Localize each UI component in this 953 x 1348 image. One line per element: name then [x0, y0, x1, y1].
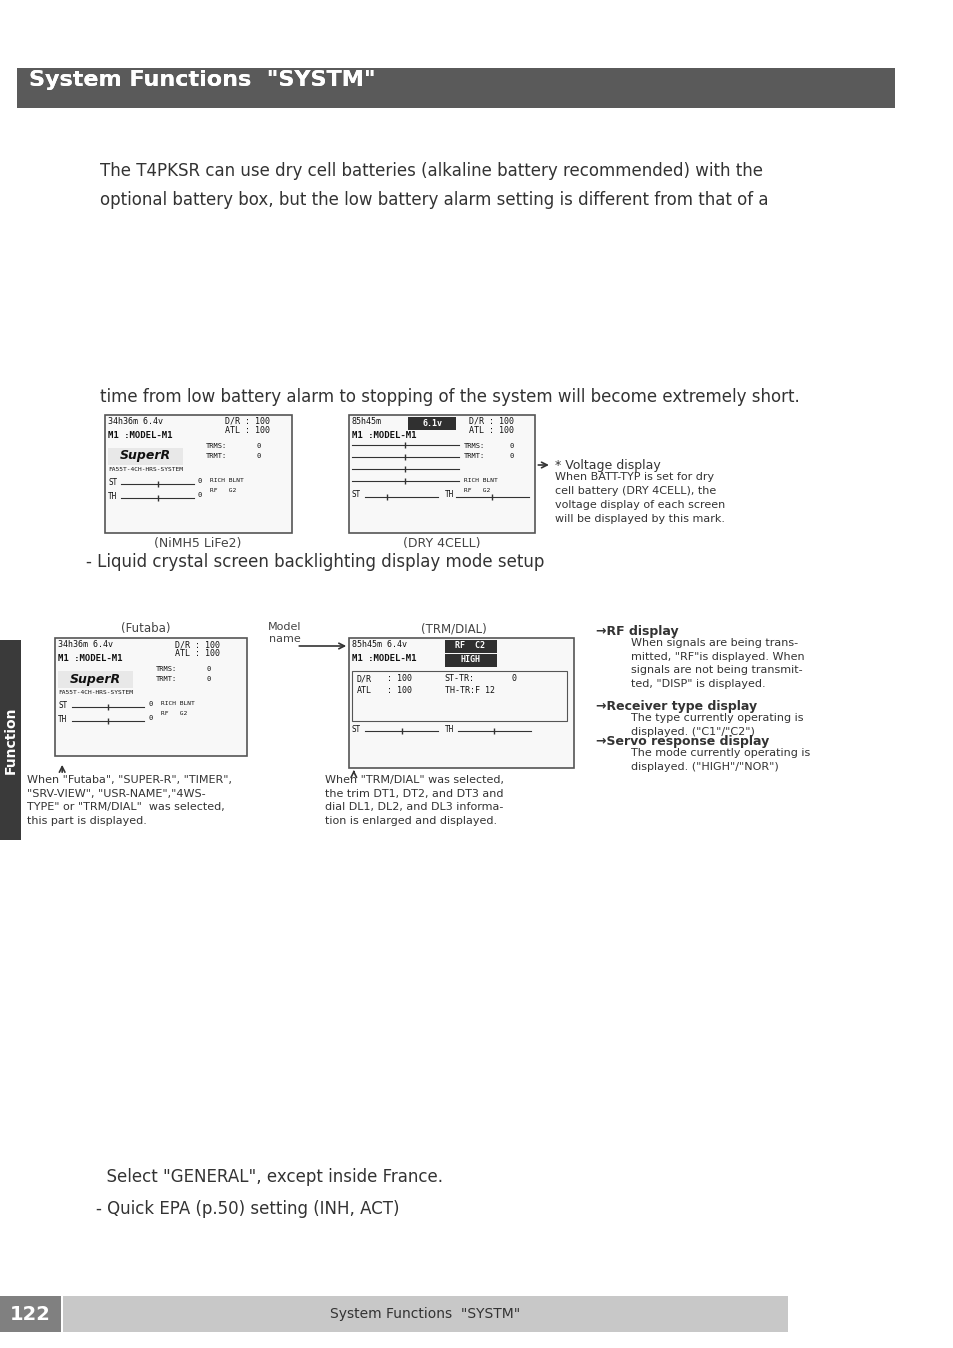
Text: (TRM/DIAL): (TRM/DIAL) — [421, 621, 487, 635]
Text: SuperR: SuperR — [70, 673, 121, 686]
Text: RICH BLNT: RICH BLNT — [463, 479, 497, 483]
Text: TRMT:: TRMT: — [463, 453, 484, 460]
Text: RICH BLNT: RICH BLNT — [160, 701, 194, 706]
Text: TRMS:: TRMS: — [463, 443, 484, 449]
Text: System Functions  "SYSTM": System Functions "SYSTM" — [330, 1308, 520, 1321]
Text: TRMT:: TRMT: — [205, 453, 227, 460]
Text: M1 :MODEL-M1: M1 :MODEL-M1 — [58, 654, 123, 663]
Text: ST-TR:: ST-TR: — [444, 674, 475, 683]
Text: RICH BLNT: RICH BLNT — [211, 479, 244, 483]
Text: 0: 0 — [148, 714, 152, 721]
Text: SuperR: SuperR — [120, 449, 171, 462]
Text: →RF display: →RF display — [595, 625, 678, 638]
Text: 0: 0 — [148, 701, 152, 706]
Text: TRMS:: TRMS: — [205, 443, 227, 449]
Text: time from low battery alarm to stopping of the system will become extremely shor: time from low battery alarm to stopping … — [100, 388, 800, 406]
Text: →Receiver type display: →Receiver type display — [595, 700, 756, 713]
Text: 0: 0 — [509, 453, 514, 460]
Text: (NiMH5 LiFe2): (NiMH5 LiFe2) — [154, 537, 241, 550]
Bar — [0, 1295, 61, 1332]
Bar — [0, 640, 21, 840]
Text: 34h36m 6.4v: 34h36m 6.4v — [58, 640, 113, 648]
Text: ST: ST — [58, 701, 68, 710]
Text: D/R : 100: D/R : 100 — [468, 417, 513, 426]
Text: TH-TR:F 12: TH-TR:F 12 — [444, 686, 494, 696]
Text: D/R : 100: D/R : 100 — [225, 417, 270, 426]
Text: When "TRM/DIAL" was selected,
the trim DT1, DT2, and DT3 and
dial DL1, DL2, and : When "TRM/DIAL" was selected, the trim D… — [325, 775, 503, 826]
Text: System Functions  "SYSTM": System Functions "SYSTM" — [29, 70, 375, 90]
Bar — [108, 448, 182, 465]
Text: TH: TH — [108, 492, 117, 501]
Text: TH: TH — [444, 491, 454, 499]
Text: ST: ST — [108, 479, 117, 487]
Bar — [444, 640, 497, 652]
Text: The mode currently operating is
displayed. ("HIGH"/"NOR"): The mode currently operating is displaye… — [631, 748, 809, 771]
Text: Function: Function — [4, 706, 17, 774]
Text: 122: 122 — [10, 1305, 51, 1324]
Bar — [352, 671, 566, 721]
Text: 0: 0 — [197, 479, 202, 484]
Text: 0: 0 — [256, 453, 260, 460]
Bar — [17, 67, 894, 108]
Text: : 100: : 100 — [387, 686, 412, 696]
Text: D/R: D/R — [356, 674, 372, 683]
Bar — [105, 415, 292, 532]
Text: (Futaba): (Futaba) — [120, 621, 170, 635]
Text: RF   G2: RF G2 — [463, 488, 490, 493]
Text: Select "GENERAL", except inside France.: Select "GENERAL", except inside France. — [95, 1167, 442, 1186]
Bar — [58, 671, 132, 687]
Bar — [349, 415, 535, 532]
Text: ST: ST — [352, 491, 361, 499]
Text: ST: ST — [352, 725, 361, 735]
Text: 85h45m: 85h45m — [352, 417, 381, 426]
Text: (DRY 4CELL): (DRY 4CELL) — [402, 537, 480, 550]
Text: 0: 0 — [511, 674, 516, 683]
Text: RF   G2: RF G2 — [211, 488, 236, 493]
Text: 0: 0 — [256, 443, 260, 449]
Text: RF   G2: RF G2 — [160, 710, 187, 716]
Text: FA55T-4CH-HRS-SYSTEM: FA55T-4CH-HRS-SYSTEM — [108, 466, 183, 472]
Text: →Servo response display: →Servo response display — [595, 735, 768, 748]
Text: ATL : 100: ATL : 100 — [468, 426, 513, 435]
Bar — [349, 638, 573, 768]
Bar — [408, 417, 456, 430]
Text: FA55T-4CH-HRS-SYSTEM: FA55T-4CH-HRS-SYSTEM — [58, 690, 133, 696]
Bar — [17, 67, 894, 108]
Text: HIGH: HIGH — [460, 655, 480, 665]
Bar — [63, 1295, 787, 1332]
Text: 0: 0 — [509, 443, 514, 449]
Text: RF  C2: RF C2 — [455, 642, 485, 651]
Text: Model
name: Model name — [268, 621, 301, 644]
Text: - Liquid crystal screen backlighting display mode setup: - Liquid crystal screen backlighting dis… — [86, 553, 544, 572]
Text: M1 :MODEL-M1: M1 :MODEL-M1 — [352, 654, 416, 663]
Bar — [55, 638, 247, 756]
Text: M1 :MODEL-M1: M1 :MODEL-M1 — [108, 431, 172, 439]
Text: 6.1v: 6.1v — [422, 418, 442, 427]
Text: * Voltage display: * Voltage display — [554, 460, 659, 472]
Text: D/R : 100: D/R : 100 — [174, 640, 220, 648]
Text: ATL : 100: ATL : 100 — [225, 426, 270, 435]
Text: TH: TH — [444, 725, 454, 735]
Text: When BATT-TYP is set for dry
cell battery (DRY 4CELL), the
voltage display of ea: When BATT-TYP is set for dry cell batter… — [554, 472, 724, 524]
Text: When signals are being trans-
mitted, "RF"is displayed. When
signals are not bei: When signals are being trans- mitted, "R… — [631, 638, 804, 689]
Text: 0: 0 — [207, 666, 211, 673]
Text: TH: TH — [58, 714, 68, 724]
Text: ATL: ATL — [356, 686, 372, 696]
Text: 0: 0 — [207, 675, 211, 682]
Bar — [444, 654, 497, 667]
Text: System Functions  "SYSTM": System Functions "SYSTM" — [29, 70, 375, 90]
Text: 0: 0 — [197, 492, 202, 497]
Text: : 100: : 100 — [387, 674, 412, 683]
Text: M1 :MODEL-M1: M1 :MODEL-M1 — [352, 431, 416, 439]
Bar — [0, 1295, 911, 1348]
Text: TRMS:: TRMS: — [155, 666, 177, 673]
Text: The type currently operating is
displayed. ("C1"/"C2"): The type currently operating is displaye… — [631, 713, 802, 736]
Text: - Quick EPA (p.50) setting (INH, ACT): - Quick EPA (p.50) setting (INH, ACT) — [95, 1200, 398, 1219]
Text: When "Futaba", "SUPER-R", "TIMER",
"SRV-VIEW", "USR-NAME","4WS-
TYPE" or "TRM/DI: When "Futaba", "SUPER-R", "TIMER", "SRV-… — [27, 775, 232, 826]
Text: 85h45m 6.4v: 85h45m 6.4v — [352, 640, 407, 648]
Text: TRMT:: TRMT: — [155, 675, 177, 682]
Text: The T4PKSR can use dry cell batteries (alkaline battery recommended) with the
op: The T4PKSR can use dry cell batteries (a… — [100, 162, 768, 209]
Text: 34h36m 6.4v: 34h36m 6.4v — [108, 417, 163, 426]
Text: ATL : 100: ATL : 100 — [174, 648, 220, 658]
